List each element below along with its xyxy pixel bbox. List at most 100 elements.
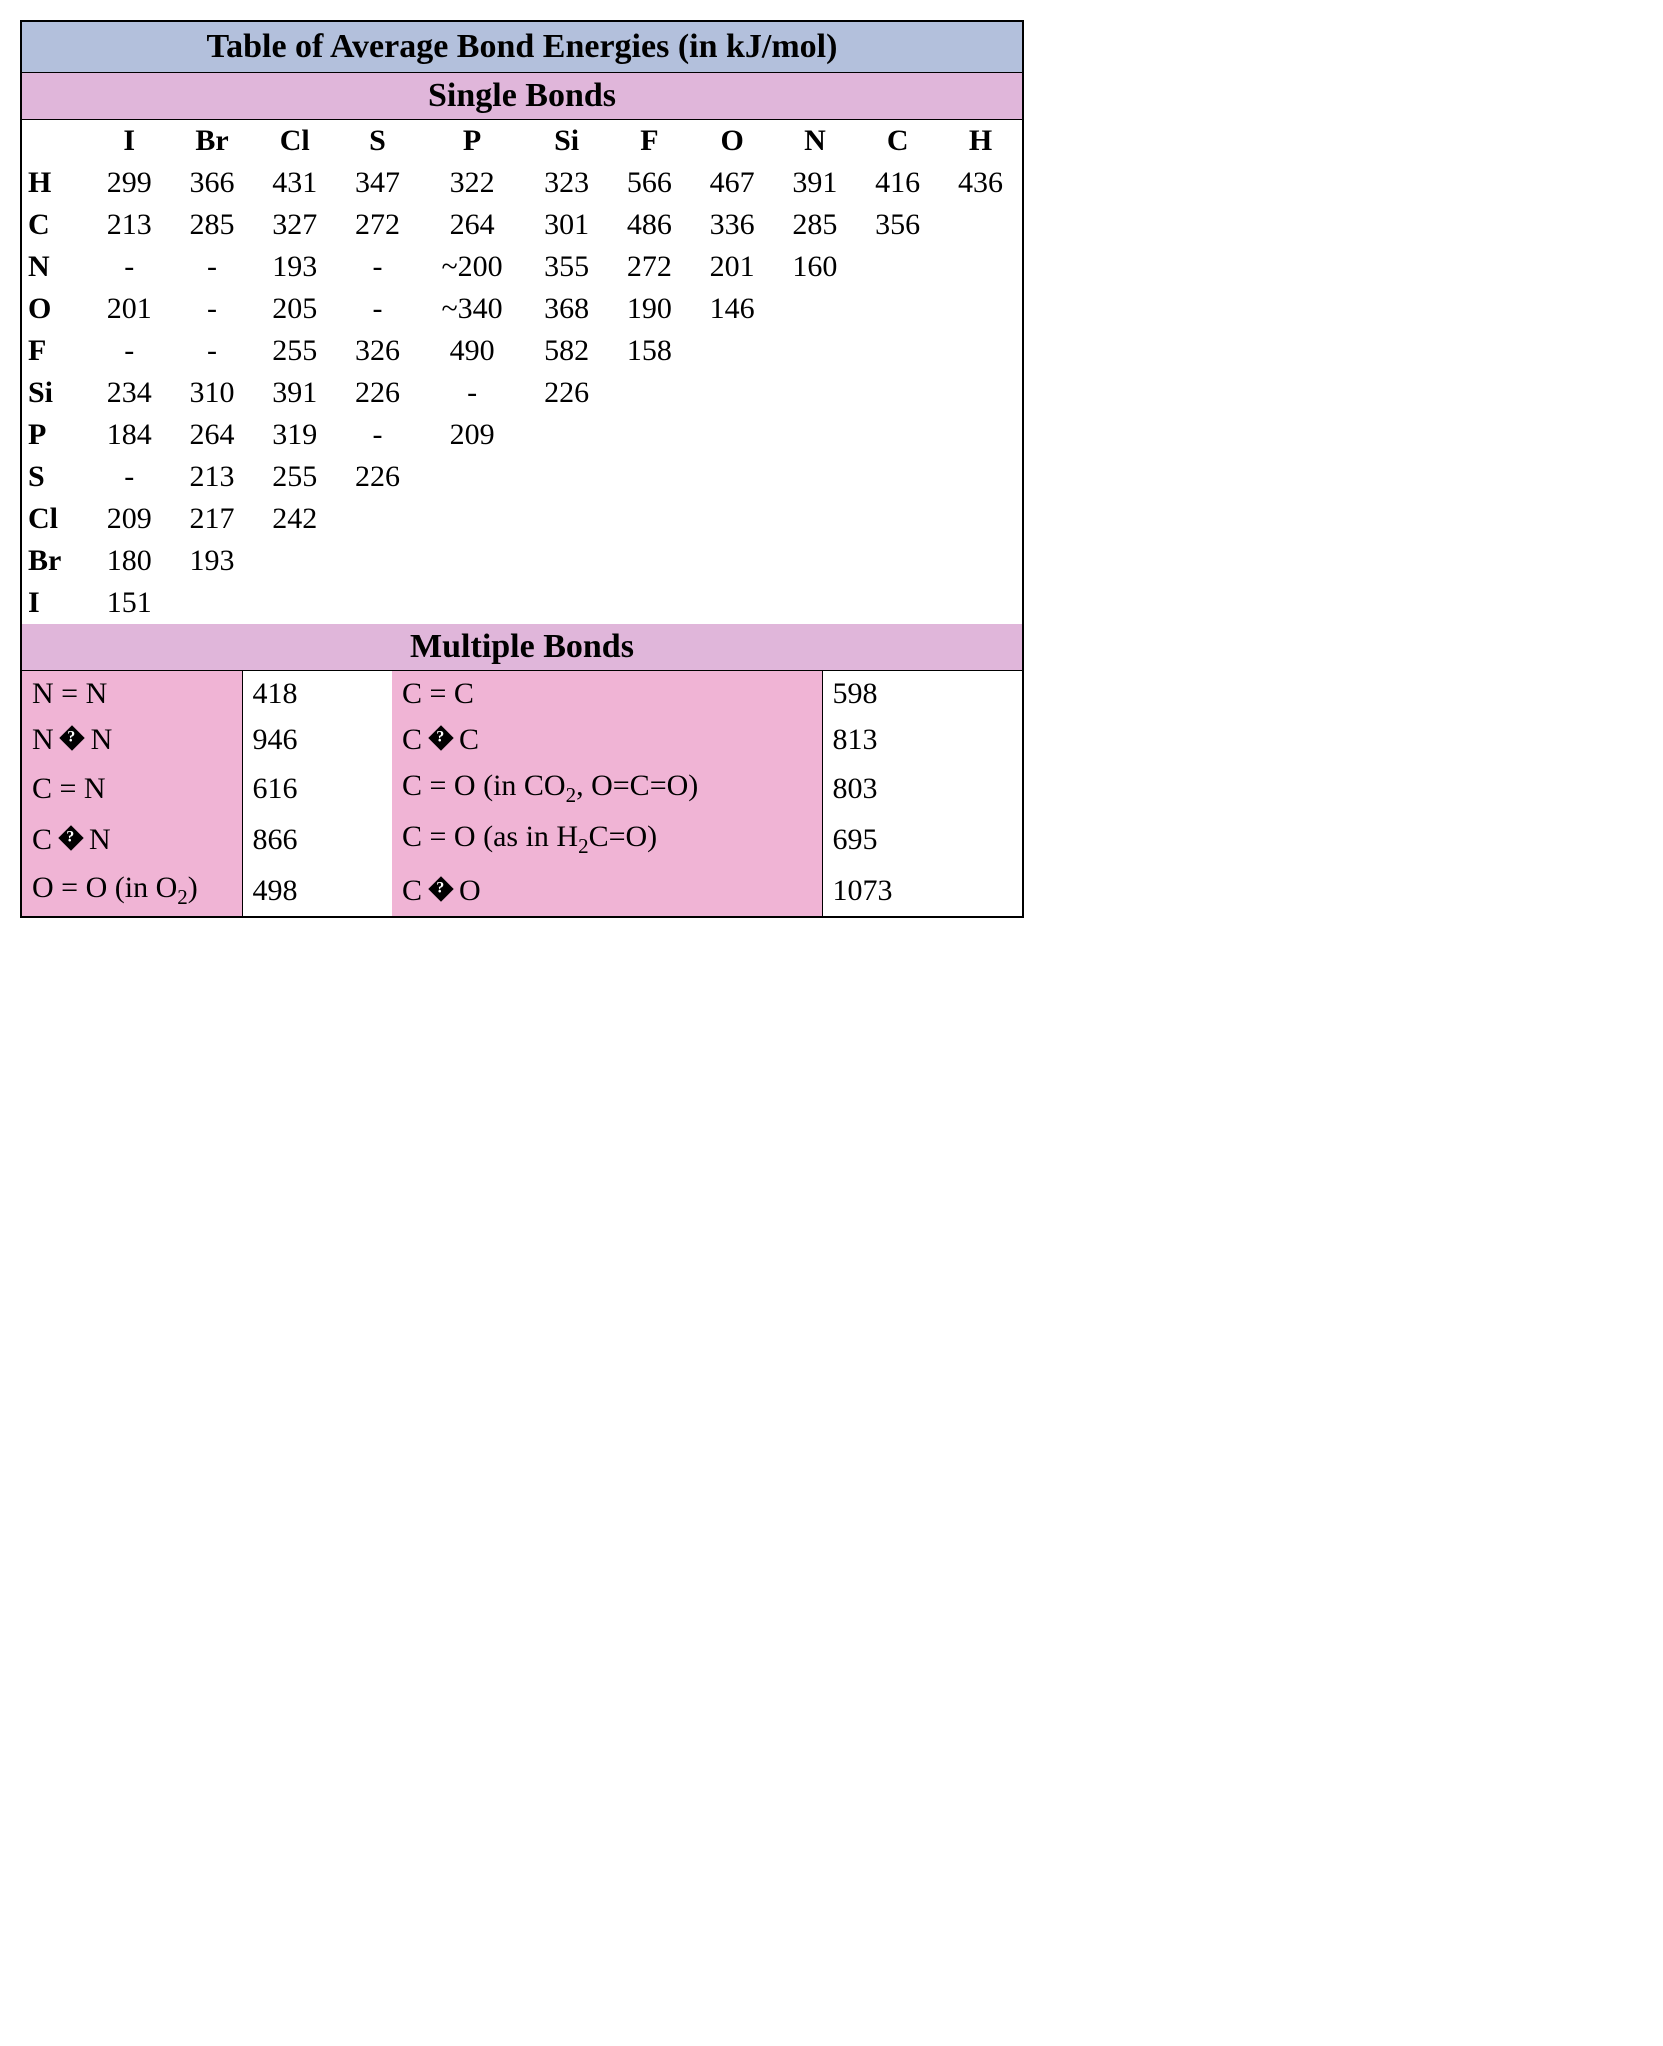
row-header: F [22,330,88,372]
row-header: N [22,246,88,288]
energy-cell: 151 [88,582,171,624]
energy-cell [336,498,419,540]
energy-cell: 490 [419,330,525,372]
column-header: H [939,120,1022,162]
multi-row: O = O (in O2)498C O1073 [22,865,1022,916]
energy-cell [774,540,857,582]
energy-cell [856,414,939,456]
table-row: N--193-~200355272201160 [22,246,1022,288]
row-header: O [22,288,88,330]
energy-cell: 226 [336,372,419,414]
energy-cell: 285 [171,204,254,246]
bond-label: C C [392,717,822,763]
energy-cell: 431 [253,162,336,204]
row-header: Cl [22,498,88,540]
multi-row: N N946C C813 [22,717,1022,763]
energy-cell [774,330,857,372]
energy-cell: 201 [88,288,171,330]
bond-label: C = O (in CO2, O=C=O) [392,763,822,814]
column-header: P [419,120,525,162]
energy-cell: 326 [336,330,419,372]
energy-cell: 193 [253,246,336,288]
table-row: Br180193 [22,540,1022,582]
energy-cell: 160 [774,246,857,288]
row-header: H [22,162,88,204]
table-row: O201-205-~340368190146 [22,288,1022,330]
energy-cell: 213 [171,456,254,498]
bond-label: C O [392,865,822,916]
energy-cell [691,372,774,414]
energy-cell: 566 [608,162,691,204]
energy-cell [939,246,1022,288]
multi-row: C N866C = O (as in H2C=O)695 [22,814,1022,865]
energy-cell: 180 [88,540,171,582]
row-header: Br [22,540,88,582]
energy-cell [691,330,774,372]
energy-cell: 242 [253,498,336,540]
table-row: Cl209217242 [22,498,1022,540]
bond-value: 616 [242,763,392,814]
energy-cell: 436 [939,162,1022,204]
energy-cell: 366 [171,162,254,204]
energy-cell: 158 [608,330,691,372]
energy-cell [774,414,857,456]
energy-cell [691,456,774,498]
energy-cell [939,204,1022,246]
energy-cell: 416 [856,162,939,204]
energy-cell [691,498,774,540]
energy-cell [774,582,857,624]
energy-cell: 193 [171,540,254,582]
bond-value: 695 [822,814,1022,865]
energy-cell: - [171,330,254,372]
energy-cell: 264 [419,204,525,246]
energy-cell: 310 [171,372,254,414]
energy-cell: - [171,246,254,288]
energy-cell [691,582,774,624]
energy-cell [856,456,939,498]
column-header-row: IBrClSPSiFONCH [22,120,1022,162]
bond-value: 1073 [822,865,1022,916]
energy-cell [856,582,939,624]
energy-cell [608,582,691,624]
energy-cell: 184 [88,414,171,456]
energy-cell [856,288,939,330]
energy-cell: 272 [608,246,691,288]
bond-value: 866 [242,814,392,865]
energy-cell: 209 [419,414,525,456]
energy-cell: 486 [608,204,691,246]
energy-cell: 327 [253,204,336,246]
single-bonds-table: IBrClSPSiFONCH H299366431347322323566467… [22,120,1022,624]
column-header: S [336,120,419,162]
energy-cell [856,540,939,582]
energy-cell: - [88,456,171,498]
multiple-bonds-header: Multiple Bonds [22,624,1022,671]
energy-cell: ~200 [419,246,525,288]
energy-cell: 272 [336,204,419,246]
energy-cell [525,456,608,498]
row-header: I [22,582,88,624]
energy-cell: 285 [774,204,857,246]
energy-cell: - [171,288,254,330]
energy-cell: 201 [691,246,774,288]
energy-cell: 368 [525,288,608,330]
energy-cell [419,540,525,582]
energy-cell: 347 [336,162,419,204]
table-row: H299366431347322323566467391416436 [22,162,1022,204]
energy-cell: 355 [525,246,608,288]
energy-cell [419,498,525,540]
table-row: S-213255226 [22,456,1022,498]
corner-cell [22,120,88,162]
energy-cell: 209 [88,498,171,540]
energy-cell: 226 [336,456,419,498]
bond-value: 598 [822,671,1022,717]
row-header: Si [22,372,88,414]
energy-cell [171,582,254,624]
energy-cell [336,582,419,624]
energy-cell: - [336,288,419,330]
energy-cell: 190 [608,288,691,330]
energy-cell [253,540,336,582]
bond-label: N = N [22,671,242,717]
energy-cell [939,414,1022,456]
energy-cell: 226 [525,372,608,414]
column-header: Br [171,120,254,162]
